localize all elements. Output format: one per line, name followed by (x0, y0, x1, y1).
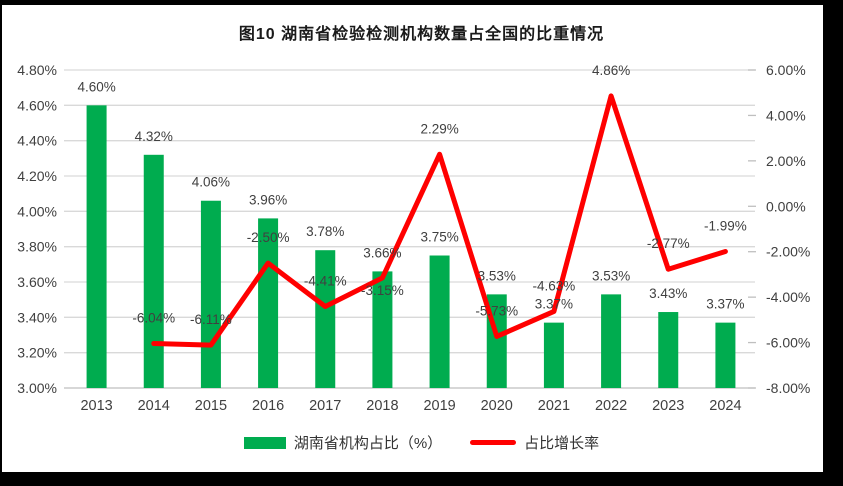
left-axis-tick-label: 4.20% (17, 168, 57, 184)
x-axis-category-label: 2021 (538, 398, 570, 414)
bar-2013 (86, 105, 107, 388)
right-axis-tick-label: 6.00% (766, 62, 806, 78)
x-axis-category-label: 2024 (709, 398, 741, 414)
left-axis-tick-label: 3.80% (17, 239, 57, 255)
legend-item-bar: 湖南省机构占比（%） (243, 432, 443, 453)
right-axis-tick-label: 0.00% (766, 198, 806, 214)
x-axis-category-label: 2023 (652, 398, 684, 414)
x-axis-category-label: 2013 (80, 398, 112, 414)
line-data-label: -6.04% (132, 310, 175, 325)
right-axis-tick-label: -2.00% (766, 244, 810, 260)
x-axis-category-label: 2020 (481, 398, 513, 414)
x-axis-category-label: 2016 (252, 398, 284, 414)
bar-2019 (429, 255, 450, 388)
legend: 湖南省机构占比（%） 占比增长率 (0, 432, 843, 453)
bar-2024 (715, 322, 736, 388)
bar-data-label: 3.37% (535, 297, 573, 312)
right-axis-tick-label: -4.00% (766, 289, 810, 305)
right-axis-tick-label: -6.00% (766, 335, 810, 351)
left-axis-tick-label: 3.60% (17, 274, 57, 290)
right-axis-tick-label: 2.00% (766, 153, 806, 169)
bar-2017 (315, 250, 336, 388)
legend-line-label: 占比增长率 (524, 435, 600, 452)
bar-2014 (143, 154, 164, 388)
bar-data-label: 3.75% (420, 230, 458, 245)
bar-data-label: 4.06% (192, 175, 230, 190)
bar-2016 (258, 218, 279, 388)
bar-data-label: 3.66% (363, 245, 401, 260)
growth-rate-line (151, 93, 728, 348)
bar-data-label: 3.53% (478, 268, 516, 283)
line-data-label: -5.73% (475, 303, 518, 318)
left-axis-tick-label: 4.00% (17, 203, 57, 219)
bar-data-label: 4.60% (77, 79, 115, 94)
line-data-label: -1.99% (704, 218, 747, 233)
x-axis-category-label: 2015 (195, 398, 227, 414)
bar-data-label: 3.96% (249, 192, 287, 207)
line-data-label: -4.63% (533, 278, 576, 293)
left-axis-tick-label: 4.40% (17, 133, 57, 149)
bar-series-swatch-icon (243, 436, 286, 449)
bar-2015 (200, 200, 221, 388)
line-data-label: -2.50% (247, 230, 290, 245)
line-data-label: 2.29% (420, 121, 458, 136)
bar-2021 (543, 322, 564, 388)
legend-bar-label: 湖南省机构占比（%） (293, 435, 443, 452)
left-axis-tick-label: 4.80% (17, 62, 57, 78)
right-axis-tick-label: -8.00% (766, 380, 810, 396)
bar-2023 (658, 312, 679, 388)
x-axis-category-label: 2018 (366, 398, 398, 414)
x-axis-category-label: 2022 (595, 398, 627, 414)
line-data-label: -6.11% (190, 312, 232, 327)
bar-2022 (601, 294, 622, 388)
x-axis-category-label: 2014 (138, 398, 170, 414)
line-data-label: -2.77% (647, 236, 690, 251)
right-axis-tick-label: 4.00% (766, 107, 806, 123)
bar-data-label: 3.43% (649, 286, 687, 301)
chart-title: 图10 湖南省检验检测机构数量占全国的比重情况 (238, 26, 605, 43)
bar-data-label: 3.37% (706, 297, 744, 312)
bar-2018 (372, 271, 393, 388)
left-axis-tick-label: 3.40% (17, 309, 57, 325)
line-data-label: -4.41% (304, 273, 347, 288)
line-data-label: 4.86% (592, 63, 630, 78)
chart-canvas (2, 5, 823, 472)
bar-data-label: 3.53% (592, 268, 630, 283)
x-axis-category-label: 2017 (309, 398, 341, 414)
left-axis-tick-label: 3.20% (17, 345, 57, 361)
left-axis-tick-label: 4.60% (17, 97, 57, 113)
bar-data-label: 4.32% (135, 129, 173, 144)
legend-item-line: 占比增长率 (470, 432, 599, 453)
line-series-swatch-icon (470, 440, 517, 445)
left-axis-tick-label: 3.00% (17, 380, 57, 396)
bar-data-label: 3.78% (306, 224, 344, 239)
x-axis-category-label: 2019 (423, 398, 455, 414)
line-data-label: -3.15% (361, 283, 404, 298)
